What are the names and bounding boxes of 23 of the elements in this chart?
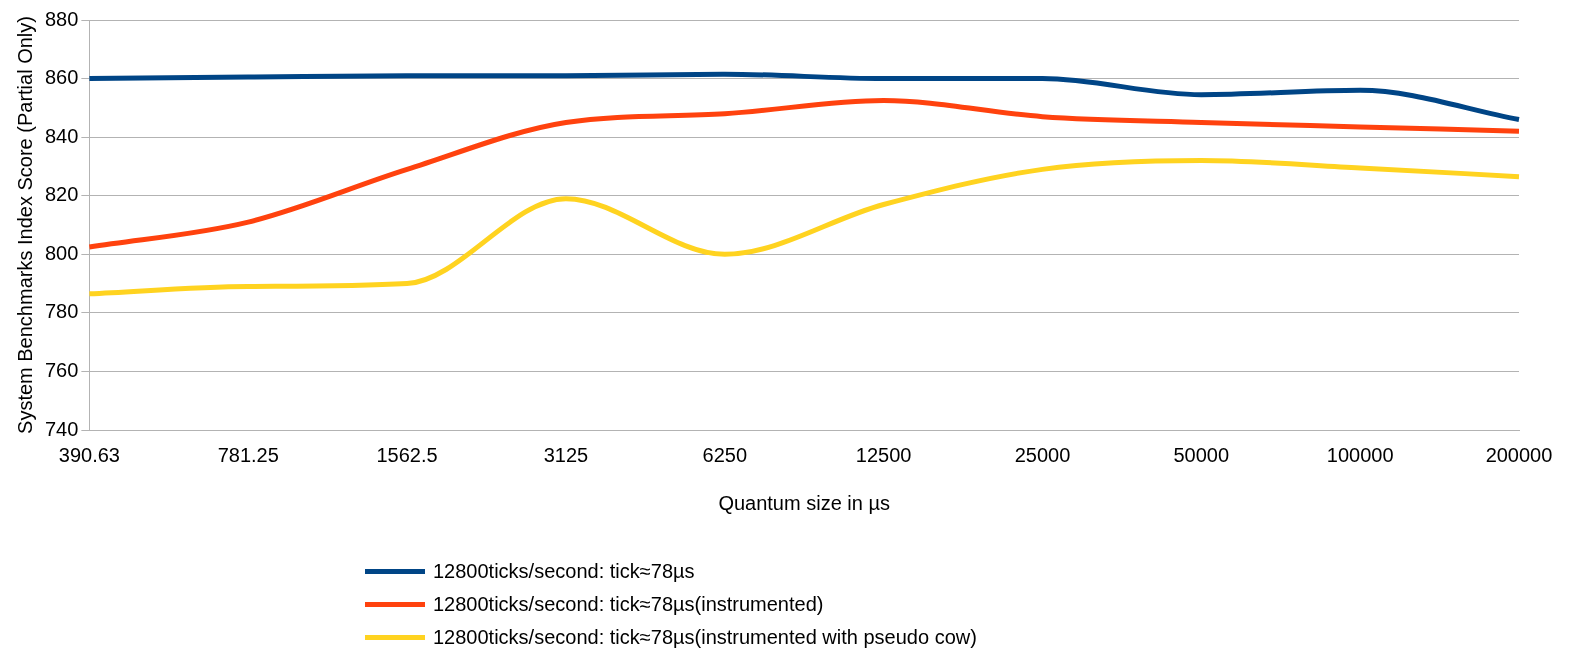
y-tick-label: 800: [44, 241, 79, 264]
y-tick-label: 860: [44, 66, 79, 89]
x-tick-label: 1562.5: [376, 443, 438, 466]
x-tick-label: 12500: [855, 443, 912, 466]
y-tick-label: 780: [44, 300, 79, 323]
y-tick-label: 820: [44, 183, 79, 206]
legend-label: 12800ticks/second: tick≈78µs: [433, 560, 695, 583]
y-tick-label: 760: [44, 358, 79, 381]
legend-label: 12800ticks/second: tick≈78µs(instrumented with pseudo cow): [433, 626, 977, 649]
y-tick-label: 880: [44, 7, 79, 30]
y-tick-label: 740: [44, 417, 79, 440]
x-tick-label: 200000: [1485, 443, 1553, 466]
legend-label: 12800ticks/second: tick≈78µs(instrumented): [433, 593, 824, 616]
x-tick-label: 3125: [543, 443, 589, 466]
y-axis-title: System Benchmarks Index Score (Partial Only): [13, 16, 36, 434]
x-tick-label: 781.25: [217, 443, 279, 466]
x-tick-label: 100000: [1326, 443, 1394, 466]
x-tick-label: 25000: [1014, 443, 1071, 466]
x-tick-label: 390.63: [58, 443, 120, 466]
x-tick-label: 50000: [1173, 443, 1230, 466]
y-tick-label: 840: [44, 124, 79, 147]
x-axis-title: Quantum size in µs: [718, 491, 890, 514]
x-tick-label: 6250: [702, 443, 748, 466]
